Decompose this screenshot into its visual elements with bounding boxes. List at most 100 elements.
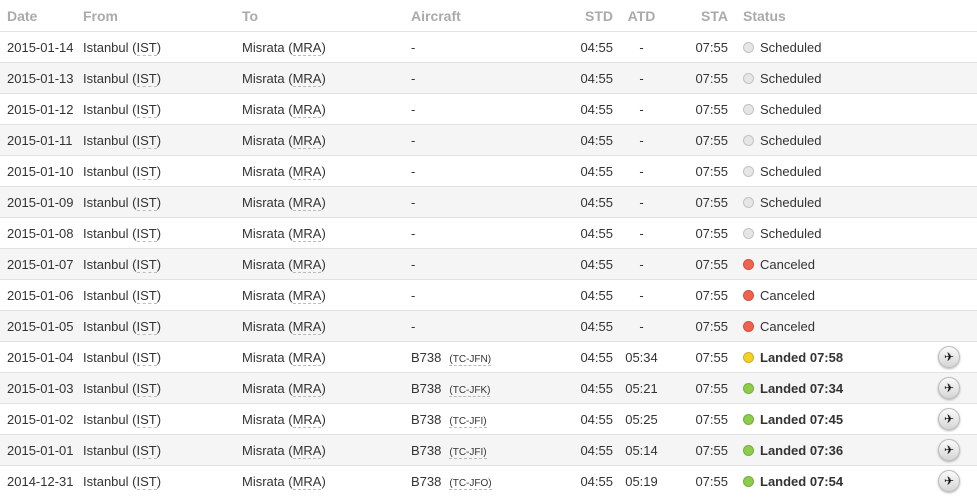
to-airport-code[interactable]: MRA — [292, 411, 322, 428]
to-airport-code[interactable]: MRA — [292, 380, 322, 397]
from-airport-code[interactable]: IST — [136, 194, 157, 211]
from-city: Istanbul — [83, 39, 129, 55]
airplane-icon[interactable]: ✈ — [938, 470, 960, 492]
playback-button[interactable]: ✈ — [923, 372, 977, 404]
atd-cell: - — [613, 310, 670, 342]
sta-cell: 07:55 — [670, 217, 728, 249]
status-cell: Scheduled — [728, 124, 923, 156]
from-airport-code[interactable]: IST — [136, 349, 157, 366]
header-status[interactable]: Status — [743, 7, 786, 24]
std-cell: 04:55 — [558, 372, 613, 404]
from-airport-code[interactable]: IST — [136, 442, 157, 459]
from-airport-code[interactable]: IST — [136, 473, 157, 490]
playback-button[interactable] — [923, 93, 977, 125]
from-airport-code[interactable]: IST — [136, 132, 157, 149]
playback-button[interactable] — [923, 279, 977, 311]
from-airport-code[interactable]: IST — [136, 39, 157, 56]
from-cell: Istanbul (IST) — [83, 248, 242, 280]
to-city: Misrata — [242, 163, 285, 179]
aircraft-type: B738 — [411, 380, 442, 396]
from-cell: Istanbul (IST) — [83, 62, 242, 94]
playback-button[interactable]: ✈ — [923, 341, 977, 373]
to-city: Misrata — [242, 287, 285, 303]
to-airport-code[interactable]: MRA — [292, 473, 322, 490]
airplane-icon[interactable]: ✈ — [938, 439, 960, 461]
from-airport-code[interactable]: IST — [136, 163, 157, 180]
to-cell: Misrata (MRA) — [242, 155, 411, 187]
registration-link[interactable]: (TC-JFK) — [449, 384, 491, 397]
from-cell: Istanbul (IST) — [83, 310, 242, 342]
status-cell: Canceled — [728, 310, 923, 342]
to-airport-code[interactable]: MRA — [292, 349, 322, 366]
to-airport-code[interactable]: MRA — [292, 101, 322, 118]
playback-button[interactable] — [923, 248, 977, 280]
status-text: Scheduled — [760, 70, 822, 86]
registration-link[interactable]: (TC-JFI) — [449, 446, 487, 459]
atd-cell: 05:19 — [613, 465, 670, 496]
from-city: Istanbul — [83, 225, 129, 241]
from-airport-code[interactable]: IST — [136, 70, 157, 87]
registration-link[interactable]: (TC-JFN) — [449, 353, 492, 366]
status-dot-icon — [743, 227, 754, 239]
from-airport-code[interactable]: IST — [136, 101, 157, 118]
status-dot-icon — [743, 41, 754, 53]
header-std[interactable]: STD — [585, 7, 613, 24]
std-cell: 04:55 — [558, 31, 613, 63]
to-airport-code[interactable]: MRA — [292, 70, 322, 87]
airplane-icon[interactable]: ✈ — [938, 377, 960, 399]
status-text: Scheduled — [760, 163, 822, 179]
to-airport-code[interactable]: MRA — [292, 442, 322, 459]
playback-button[interactable] — [923, 310, 977, 342]
airplane-icon[interactable]: ✈ — [938, 346, 960, 368]
from-airport-code[interactable]: IST — [136, 411, 157, 428]
aircraft-type: - — [411, 70, 416, 86]
from-airport-code[interactable]: IST — [136, 256, 157, 273]
aircraft-cell: B738 (TC-JFI) — [411, 434, 558, 466]
to-airport-code[interactable]: MRA — [292, 287, 322, 304]
airplane-icon[interactable]: ✈ — [938, 408, 960, 430]
playback-button[interactable]: ✈ — [923, 403, 977, 435]
from-airport-code[interactable]: IST — [136, 225, 157, 242]
to-airport-code[interactable]: MRA — [292, 318, 322, 335]
header-to[interactable]: To — [242, 7, 259, 24]
header-from[interactable]: From — [83, 7, 118, 24]
from-city: Istanbul — [83, 70, 129, 86]
from-airport-code[interactable]: IST — [136, 380, 157, 397]
from-city: Istanbul — [83, 287, 129, 303]
date-cell: 2015-01-03 — [0, 372, 83, 404]
atd-cell: - — [613, 155, 670, 187]
to-airport-code[interactable]: MRA — [292, 194, 322, 211]
std-cell: 04:55 — [558, 155, 613, 187]
status-dot-icon — [743, 103, 754, 115]
to-airport-code[interactable]: MRA — [292, 256, 322, 273]
playback-button[interactable] — [923, 62, 977, 94]
to-city: Misrata — [242, 411, 285, 427]
date-cell: 2015-01-04 — [0, 341, 83, 373]
header-sta[interactable]: STA — [701, 7, 728, 24]
to-airport-code[interactable]: MRA — [292, 132, 322, 149]
playback-button[interactable] — [923, 186, 977, 218]
table-row: 2014-12-31 Istanbul (IST) Misrata (MRA) … — [0, 465, 977, 496]
to-cell: Misrata (MRA) — [242, 279, 411, 311]
playback-button[interactable] — [923, 124, 977, 156]
from-airport-code[interactable]: IST — [136, 287, 157, 304]
registration-link[interactable]: (TC-JFI) — [449, 415, 487, 428]
playback-button[interactable] — [923, 31, 977, 63]
from-cell: Istanbul (IST) — [83, 217, 242, 249]
playback-button[interactable] — [923, 155, 977, 187]
to-airport-code[interactable]: MRA — [292, 225, 322, 242]
to-airport-code[interactable]: MRA — [292, 163, 322, 180]
playback-button[interactable] — [923, 217, 977, 249]
header-date[interactable]: Date — [7, 7, 38, 24]
std-cell: 04:55 — [558, 465, 613, 496]
playback-button[interactable]: ✈ — [923, 465, 977, 496]
date-cell: 2015-01-02 — [0, 403, 83, 435]
aircraft-cell: B738 (TC-JFK) — [411, 372, 558, 404]
header-atd[interactable]: ATD — [627, 7, 656, 24]
registration-link[interactable]: (TC-JFO) — [449, 477, 492, 490]
header-aircraft[interactable]: Aircraft — [411, 7, 461, 24]
from-airport-code[interactable]: IST — [136, 318, 157, 335]
status-text: Landed 07:36 — [760, 442, 844, 458]
playback-button[interactable]: ✈ — [923, 434, 977, 466]
to-airport-code[interactable]: MRA — [292, 39, 322, 56]
